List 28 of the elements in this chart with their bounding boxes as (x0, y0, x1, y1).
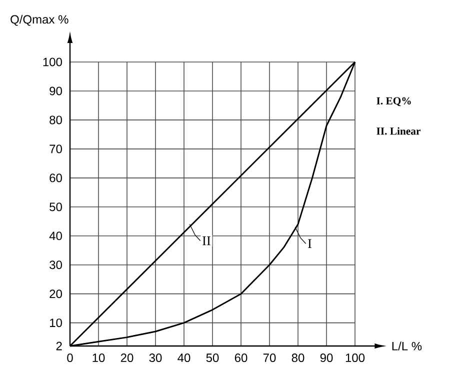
y-tick-label: 30 (50, 260, 62, 270)
y-tick-label: 100 (43, 58, 62, 66)
x-tick-label: 0 (67, 354, 73, 362)
y-axis-title: Q/Qmax % (10, 14, 68, 26)
y-tick-label: 2 (56, 342, 62, 350)
x-tick-label: 10 (92, 354, 105, 362)
y-tick-label: 10 (50, 318, 62, 328)
annotation: I (308, 239, 312, 248)
annotation: II (202, 236, 210, 246)
x-tick-label: 80 (292, 354, 304, 362)
x-tick-label: 40 (178, 354, 190, 362)
x-tick-label: 50 (206, 354, 219, 362)
text: II. Linear (376, 127, 420, 135)
y-tick-label: 60 (50, 174, 62, 182)
y-tick-label: 70 (50, 144, 62, 154)
y-tick-label: 40 (49, 232, 62, 240)
x-tick-label: 20 (120, 354, 134, 362)
text: I. EQ% (376, 97, 411, 106)
y-tick-label: 80 (50, 116, 62, 124)
y-tick-label: 20 (50, 290, 62, 298)
x-tick-label: 30 (149, 354, 162, 362)
x-tick-label: 70 (263, 354, 276, 362)
x-tick-label: 100 (346, 354, 365, 362)
x-tick-label: 60 (234, 354, 248, 362)
x-axis-title: L/L % (392, 342, 422, 350)
x-tick-label: 90 (320, 354, 333, 362)
y-tick-label: 50 (50, 202, 62, 212)
y-tick-label: 90 (50, 86, 62, 96)
